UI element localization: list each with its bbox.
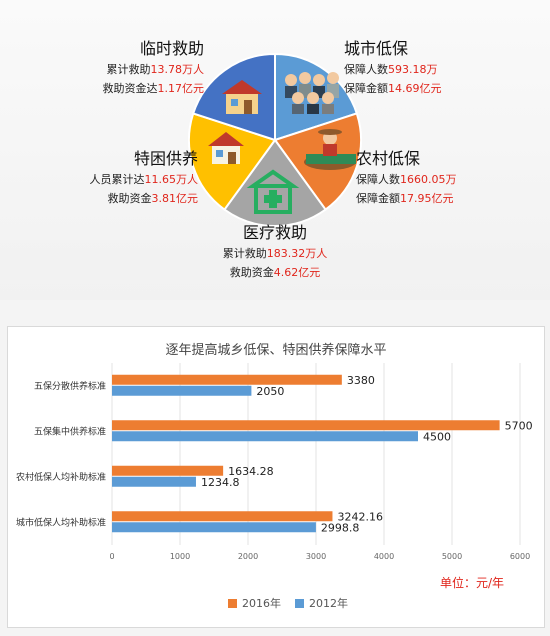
x-tick-label: 5000 <box>442 552 462 561</box>
legend-label-2016: 2016年 <box>242 597 281 610</box>
bar-value-label: 2050 <box>256 385 284 398</box>
bar-2012年-0 <box>112 385 252 396</box>
bar-2012年-3 <box>112 522 316 533</box>
label-medical-aid: 医疗救助 累计救助183.32万人 救助资金4.62亿元 <box>200 222 350 282</box>
bar-value-label: 1234.8 <box>201 476 240 489</box>
medical-aid-line1-value: 183.32万人 <box>266 247 328 260</box>
medical-aid-line1-prefix: 累计救助 <box>222 247 267 260</box>
temporary-aid-line1-prefix: 累计救助 <box>106 63 151 76</box>
label-special-care: 特困供养 人员累计达11.65万人 救助资金3.81亿元 <box>90 148 199 208</box>
label-rural-minimum: 农村低保 保障人数1660.05万 保障金额17.95亿元 <box>356 148 457 208</box>
urban-minimum-line1-prefix: 保障人数 <box>344 63 388 76</box>
special-care-line2-value: 3.81亿元 <box>151 192 199 205</box>
bar-2012年-2 <box>112 476 196 487</box>
x-tick-label: 2000 <box>238 552 258 561</box>
y-category-label: 农村低保人均补助标准 <box>16 471 106 483</box>
farmer-icon <box>304 129 356 170</box>
legend-swatch-2016 <box>228 598 237 608</box>
x-tick-label: 3000 <box>306 552 326 561</box>
rural-minimum-line1-prefix: 保障人数 <box>356 173 400 186</box>
people-group-icon <box>285 72 339 114</box>
y-category-label: 城市低保人均补助标准 <box>16 516 106 528</box>
special-care-title: 特困供养 <box>133 149 198 168</box>
unit-label: 单位：元/年 <box>440 576 505 590</box>
legend-item-2012: 2012年 <box>295 595 348 611</box>
aid-pie-chart <box>188 52 362 227</box>
bar-2016年-2 <box>112 465 224 476</box>
medical-aid-title: 医疗救助 <box>242 223 307 242</box>
care-house-icon <box>208 132 244 164</box>
urban-minimum-title: 城市低保 <box>344 39 409 58</box>
legend-item-2016: 2016年 <box>228 595 281 611</box>
bar-value-label: 4500 <box>423 430 451 443</box>
special-care-line2-prefix: 救助资金 <box>107 192 152 205</box>
x-tick-label: 6000 <box>510 552 530 561</box>
chart-title: 逐年提高城乡低保、特困供养保障水平 <box>165 343 387 358</box>
special-care-line1-value: 11.65万人 <box>144 173 199 186</box>
bar-value-label: 3242.16 <box>337 510 383 523</box>
temporary-aid-title: 临时救助 <box>139 39 204 58</box>
y-category-label: 五保集中供养标准 <box>34 425 106 437</box>
aid-pie-infographic: 临时救助 累计救助13.78万人 救助资金达1.17亿元 城市低保 保障人数59… <box>0 0 550 300</box>
urban-minimum-line2-prefix: 保障金额 <box>344 82 388 95</box>
y-category-label: 五保分散供养标准 <box>34 380 106 392</box>
rural-minimum-line2-value: 17.95亿元 <box>400 192 454 205</box>
bar-2016年-0 <box>112 374 342 385</box>
bar-2016年-1 <box>112 420 500 431</box>
bar-2016年-3 <box>112 511 333 522</box>
bar-value-label: 3380 <box>347 374 375 387</box>
medical-cross-icon <box>246 169 300 214</box>
label-temporary-aid: 临时救助 累计救助13.78万人 救助资金达1.17亿元 <box>103 38 205 98</box>
rural-minimum-line1-value: 1660.05万 <box>400 173 457 186</box>
temporary-aid-line2-prefix: 救助资金达 <box>102 82 158 95</box>
x-tick-label: 1000 <box>170 552 190 561</box>
x-tick-label: 0 <box>109 552 114 561</box>
bar-chart: 0 1000 2000 3000 4000 5000 6000 五保分散供养标准 3380 205… <box>16 363 533 561</box>
pie-slice-medical <box>223 138 327 227</box>
rural-minimum-line2-prefix: 保障金额 <box>356 192 400 205</box>
bar-value-label: 5700 <box>505 419 533 432</box>
medical-aid-line2-value: 4.62亿元 <box>273 266 321 279</box>
x-tick-label: 4000 <box>374 552 394 561</box>
label-urban-minimum: 城市低保 保障人数593.18万 保障金额14.69亿元 <box>344 38 442 98</box>
legend-label-2012: 2012年 <box>309 597 348 610</box>
urban-minimum-line2-value: 14.69亿元 <box>388 82 442 95</box>
bar-value-label: 2998.8 <box>321 521 360 534</box>
urban-minimum-line1-value: 593.18万 <box>388 63 438 76</box>
temporary-aid-line2-value: 1.17亿元 <box>157 82 205 95</box>
medical-aid-line2-prefix: 救助资金 <box>229 266 274 279</box>
bar-chart-card: 逐年提高城乡低保、特困供养保障水平 0 1000 2000 3000 4000 5000 6… <box>7 326 545 628</box>
bar-2012年-1 <box>112 431 418 442</box>
temporary-aid-line1-value: 13.78万人 <box>150 63 205 76</box>
special-care-line1-prefix: 人员累计达 <box>89 173 145 186</box>
rural-minimum-title: 农村低保 <box>356 149 421 168</box>
bar-value-label: 1634.28 <box>228 465 274 478</box>
house-icon <box>222 80 262 114</box>
legend-swatch-2012 <box>295 598 304 608</box>
chart-legend: 2016年 2012年 <box>228 595 362 611</box>
